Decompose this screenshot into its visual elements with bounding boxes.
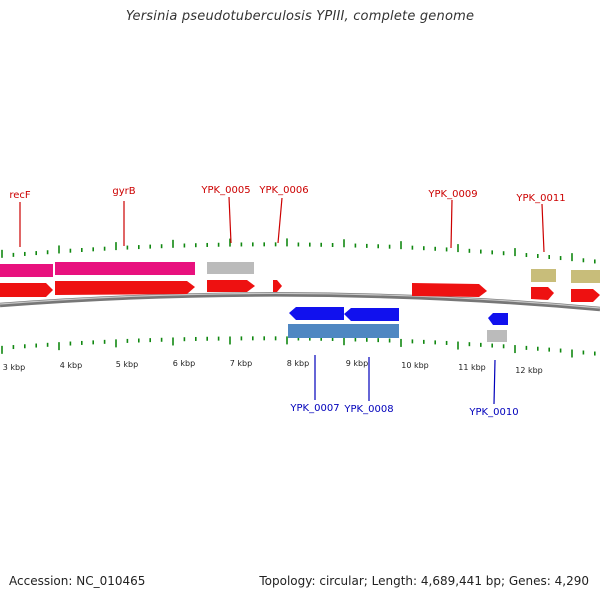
feature-label-ypk-0010[interactable]: YPK_0010 [468, 407, 518, 418]
feature-label-ypk-0011[interactable]: YPK_0011 [515, 193, 565, 204]
tick-label-5kbp: 5 kbp [116, 360, 138, 369]
gray-block-1[interactable] [207, 262, 254, 274]
genome-backbone-highlight [0, 292, 600, 309]
feature-label-ypk-0006[interactable]: YPK_0006 [258, 185, 308, 196]
forward-cds-arrow[interactable] [0, 283, 53, 297]
map-title: Yersinia pseudotuberculosis YPIII, compl… [125, 9, 475, 24]
accession-text: Accession: NC_010465 [9, 574, 146, 588]
tick-label-8kbp: 8 kbp [287, 359, 309, 368]
feature-label-ypk-0008[interactable]: YPK_0008 [343, 404, 393, 415]
forward-cds-arrow[interactable] [55, 281, 195, 295]
ypk-0006-leader [277, 197, 283, 244]
forward-cds-arrow[interactable] [571, 289, 600, 302]
reverse-cds-arrow[interactable] [344, 308, 399, 321]
tick-label-3kbp: 3 kbp [3, 363, 25, 372]
genome-backbone [0, 292, 600, 312]
recf-gene-block[interactable] [0, 264, 53, 277]
ypk-0005-leader [228, 196, 232, 244]
reverse-cds-arrow[interactable] [289, 307, 344, 320]
tick-label-9kbp: 9 kbp [346, 359, 368, 368]
feature-label-ypk-0009[interactable]: YPK_0009 [427, 189, 477, 200]
feature-label-gyrb[interactable]: gyrB [112, 186, 135, 197]
tick-label-6kbp: 6 kbp [173, 359, 195, 368]
gyrb-gene-block[interactable] [55, 262, 195, 275]
ypk-0011-leader [541, 203, 545, 253]
forward-cds-arrow[interactable] [273, 280, 282, 292]
ypk-0009-leader [450, 199, 453, 249]
ypk-0010-leader [493, 359, 496, 405]
bottom-tick-marks [1, 336, 596, 358]
tick-label-10kbp: 10 kbp [401, 361, 429, 370]
tick-label-12kbp: 12 kbp [515, 366, 543, 375]
forward-cds-arrow[interactable] [531, 287, 554, 300]
tick-label-4kbp: 4 kbp [60, 361, 82, 370]
steelblue-block[interactable] [288, 324, 399, 338]
reverse-cds-arrow[interactable] [488, 313, 508, 325]
tick-label-7kbp: 7 kbp [230, 359, 252, 368]
khaki-block-2[interactable] [571, 270, 600, 283]
feature-label-recf[interactable]: recF [9, 190, 31, 201]
forward-cds-arrow[interactable] [207, 280, 255, 292]
forward-cds-arrow[interactable] [412, 283, 487, 297]
tick-label-11kbp: 11 kbp [458, 363, 486, 372]
feature-label-ypk-0007[interactable]: YPK_0007 [289, 403, 339, 414]
khaki-block-1[interactable] [531, 269, 556, 282]
gray-block-2[interactable] [487, 330, 507, 342]
top-tick-marks [1, 238, 596, 264]
genome-summary-text: Topology: circular; Length: 4,689,441 bp… [259, 574, 589, 588]
feature-label-ypk-0005[interactable]: YPK_0005 [200, 185, 250, 196]
